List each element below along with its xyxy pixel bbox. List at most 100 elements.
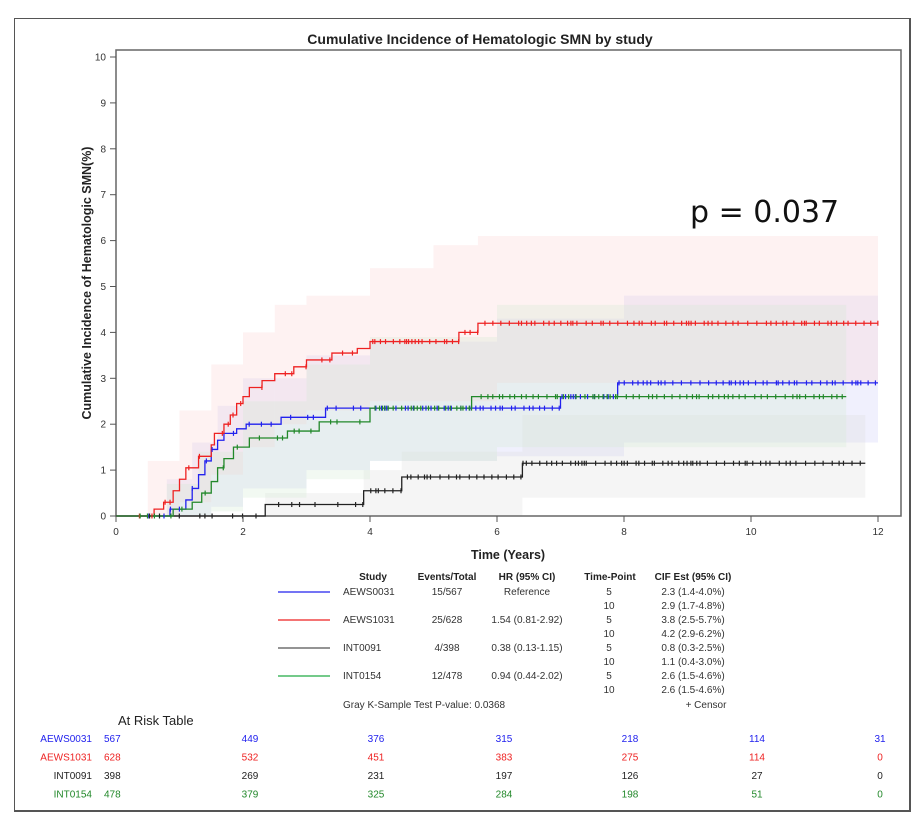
- legend-study: INT0154: [343, 671, 382, 682]
- at-risk-value: 532: [242, 753, 259, 764]
- confidence-bands: [147, 236, 878, 516]
- legend-events: 25/628: [432, 615, 463, 626]
- y-tick-label: 7: [100, 190, 106, 201]
- ci-band-aews0031: [370, 341, 497, 461]
- legend-cif: 4.2 (2.9-6.2%): [661, 629, 724, 640]
- legend-timepoint: 5: [606, 587, 612, 598]
- legend-hr: 0.38 (0.13-1.15): [491, 643, 562, 654]
- y-tick-label: 9: [100, 98, 106, 109]
- censor-marks: [138, 320, 879, 519]
- at-risk-value: 383: [496, 753, 513, 764]
- y-tick-label: 3: [100, 374, 106, 385]
- at-risk-value: 315: [496, 734, 513, 745]
- y-tick-label: 4: [100, 328, 106, 339]
- at-risk-value: 0: [877, 753, 883, 764]
- x-tick-label: 4: [367, 527, 373, 538]
- legend-cif: 3.8 (2.5-5.7%): [661, 615, 724, 626]
- at-risk-value: 567: [104, 734, 121, 745]
- at-risk-value: 284: [496, 790, 513, 801]
- legend-cif: 0.8 (0.3-2.5%): [661, 643, 724, 654]
- legend-cif: 2.6 (1.5-4.6%): [661, 685, 724, 696]
- at-risk-value: 218: [622, 734, 639, 745]
- incidence-curves: [116, 322, 878, 517]
- y-axis-label: Cumulative Incidence of Hematologic SMN(…: [80, 147, 94, 420]
- x-axis-label: Time (Years): [471, 548, 545, 562]
- ci-band-int0154: [243, 401, 307, 498]
- legend-timepoint: 10: [603, 657, 615, 668]
- curve-aews0031: [116, 382, 878, 517]
- x-tick-label: 10: [745, 527, 757, 538]
- legend-cif: 2.6 (1.5-4.6%): [661, 671, 724, 682]
- at-risk-value: 0: [877, 790, 883, 801]
- at-risk-value: 197: [496, 771, 513, 782]
- legend-study: AEWS0031: [343, 587, 395, 598]
- legend-study: INT0091: [343, 643, 382, 654]
- curve-aews1031: [116, 322, 878, 517]
- x-tick-label: 6: [494, 527, 500, 538]
- ci-band-int0154: [370, 336, 497, 461]
- legend-header-timepoint: Time-Point: [584, 572, 636, 583]
- ci-band-aews1031: [477, 236, 497, 402]
- at-risk-value: 449: [242, 734, 259, 745]
- ci-band-aews1031: [497, 236, 878, 383]
- legend-timepoint: 5: [606, 671, 612, 682]
- at-risk-value: 275: [622, 753, 639, 764]
- y-tick-label: 6: [100, 236, 106, 247]
- at-risk-value: 628: [104, 753, 121, 764]
- ci-band-aews1031: [211, 364, 243, 475]
- legend-timepoint: 5: [606, 615, 612, 626]
- at-risk-value: 231: [368, 771, 385, 782]
- legend-cif: 1.1 (0.4-3.0%): [661, 657, 724, 668]
- legend-timepoint: 10: [603, 685, 615, 696]
- at-risk-value: 0: [877, 771, 883, 782]
- legend-events: 15/567: [432, 587, 463, 598]
- at-risk-value: 478: [104, 790, 121, 801]
- at-risk-value: 398: [104, 771, 121, 782]
- at-risk-value: 198: [622, 790, 639, 801]
- at-risk-value: 126: [622, 771, 639, 782]
- curve-int0091: [116, 462, 866, 517]
- legend-header-cif: CIF Est (95% CI): [655, 572, 732, 583]
- at-risk-value: 376: [368, 734, 385, 745]
- at-risk-value: 451: [368, 753, 385, 764]
- ci-band-aews0031: [243, 378, 307, 489]
- at-risk-title: At Risk Table: [118, 713, 194, 728]
- at-risk-table: AEWS0031 567 449 376 315 218 114 31 AEWS1031 628 5…: [40, 734, 886, 801]
- ci-band-aews1031: [274, 304, 307, 425]
- legend-events: 12/478: [432, 671, 463, 682]
- legend-cif: 2.3 (1.4-4.0%): [661, 587, 724, 598]
- at-risk-row-label: AEWS1031: [40, 753, 92, 764]
- legend-header-study: Study: [359, 572, 387, 583]
- ci-band-aews0031: [306, 355, 370, 471]
- chart-title: Cumulative Incidence of Hematologic SMN …: [307, 31, 653, 47]
- y-tick-label: 0: [100, 512, 106, 523]
- y-tick-label: 10: [95, 53, 107, 64]
- p-value-annotation: p = 0.037: [690, 195, 839, 230]
- figure-frame: [14, 18, 911, 812]
- ci-band-int0091: [363, 470, 402, 516]
- x-tick-label: 0: [113, 527, 119, 538]
- y-tick-label: 5: [100, 282, 106, 293]
- legend-timepoint: 5: [606, 643, 612, 654]
- x-tick-label: 2: [240, 527, 246, 538]
- legend-header-hr: HR (95% CI): [499, 572, 556, 583]
- at-risk-row-label: AEWS0031: [40, 734, 92, 745]
- plot-area-border: [115, 49, 902, 517]
- y-tick-label: 8: [100, 144, 106, 155]
- legend-timepoint: 10: [603, 629, 615, 640]
- y-tick-label: 2: [100, 420, 106, 431]
- legend-cif: 2.9 (1.7-4.8%): [661, 601, 724, 612]
- legend-hr: Reference: [504, 587, 551, 598]
- ci-band-aews0031: [497, 318, 624, 457]
- ci-band-int0091: [522, 415, 866, 498]
- at-risk-value: 31: [874, 734, 886, 745]
- ci-band-aews1031: [433, 245, 478, 402]
- curve-int0154: [116, 396, 847, 517]
- at-risk-value: 379: [242, 790, 259, 801]
- legend-header-events: Events/Total: [418, 572, 477, 583]
- legend-events: 4/398: [434, 643, 459, 654]
- legend-hr: 1.54 (0.81-2.92): [491, 615, 562, 626]
- legend-timepoint: 10: [603, 601, 615, 612]
- at-risk-value: 51: [751, 790, 763, 801]
